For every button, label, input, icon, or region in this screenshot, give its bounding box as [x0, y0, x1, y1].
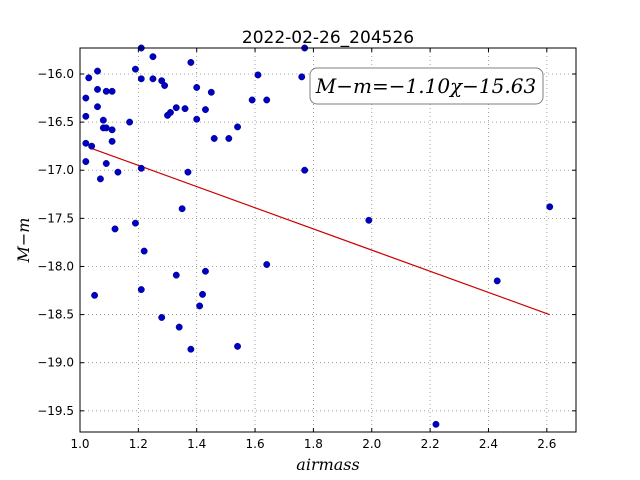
data-point: [131, 219, 139, 227]
y-tick-labels: −16.0 −16.5 −17.0 −17.5 −18.0 −18.5 −19.0 −19.5: [37, 67, 74, 418]
data-point: [184, 168, 192, 176]
data-point: [94, 103, 101, 111]
data-point: [111, 225, 119, 233]
data-point: [178, 205, 186, 213]
y-tick-label: −18.0: [37, 259, 74, 273]
data-point: [82, 158, 90, 166]
data-point: [298, 73, 306, 81]
x-tick-label: 2.4: [479, 437, 498, 451]
data-point: [149, 75, 157, 83]
y-axis-label: M−m: [14, 218, 33, 264]
data-point: [365, 216, 373, 224]
x-tick-label: 1.2: [129, 437, 148, 451]
fit-annotation: M−m=−1.10χ−15.63: [309, 67, 544, 105]
data-point: [172, 104, 180, 112]
data-point: [181, 105, 189, 113]
data-point: [108, 137, 116, 145]
data-point: [137, 164, 145, 172]
data-point: [546, 203, 554, 211]
y-tick-label: −17.0: [37, 163, 74, 177]
data-point: [99, 116, 107, 124]
y-tick-label: −18.5: [37, 308, 74, 322]
plot-frame: [79, 47, 577, 433]
data-points: [82, 44, 554, 428]
data-point: [96, 175, 104, 183]
fit-line-layer: [88, 146, 550, 316]
data-point: [196, 302, 204, 310]
data-point: [263, 261, 271, 268]
fit-line: [88, 146, 550, 316]
data-point: [99, 124, 107, 132]
chart-title: 2022-02-26_204526: [242, 28, 414, 48]
data-point: [254, 71, 262, 79]
x-tick-label: 1.4: [187, 437, 206, 451]
data-point: [137, 286, 145, 294]
data-point: [202, 106, 209, 114]
data-point: [85, 74, 93, 82]
data-point: [207, 88, 215, 96]
data-point: [193, 84, 201, 91]
data-point: [94, 67, 101, 75]
data-point: [301, 166, 309, 174]
data-point: [193, 115, 201, 123]
data-point: [108, 126, 116, 134]
data-point: [199, 290, 206, 298]
data-point: [175, 323, 183, 331]
data-point: [102, 160, 110, 167]
x-tick-label: 2.2: [421, 437, 440, 451]
data-point: [108, 87, 116, 95]
y-tick-label: −19.0: [37, 356, 74, 370]
x-tick-label: 1.8: [304, 437, 323, 451]
x-tick-label: 2.0: [362, 437, 381, 451]
x-tick-label: 1.0: [70, 437, 89, 451]
fit-equation: M−m=−1.10χ−15.63: [315, 74, 536, 98]
data-point: [149, 53, 157, 61]
data-point: [210, 135, 218, 142]
data-point: [234, 123, 242, 131]
data-point: [263, 96, 271, 104]
data-point: [432, 420, 440, 428]
x-tick-label: 1.6: [246, 437, 265, 451]
data-point: [82, 139, 90, 147]
y-tick-label: −19.5: [37, 404, 74, 418]
data-point: [493, 277, 501, 285]
data-point: [161, 82, 169, 89]
data-point: [126, 118, 134, 126]
y-tick-label: −16.0: [37, 67, 74, 81]
data-point: [94, 85, 101, 93]
data-point: [91, 291, 99, 299]
annotation-box: [309, 67, 544, 105]
data-point: [114, 168, 122, 176]
data-point: [88, 142, 96, 150]
data-point: [234, 342, 242, 350]
data-point: [140, 247, 148, 255]
data-point: [202, 267, 209, 275]
data-point: [248, 96, 256, 104]
y-tick-label: −16.5: [37, 115, 74, 129]
data-point: [137, 75, 145, 83]
data-point: [172, 271, 180, 279]
y-tick-label: −17.5: [37, 211, 74, 225]
data-point: [131, 65, 139, 73]
data-point: [187, 58, 195, 66]
axis-ticks: [79, 48, 576, 432]
data-point: [82, 112, 90, 120]
data-point: [225, 135, 233, 142]
data-point: [187, 345, 195, 353]
grid: [79, 48, 576, 432]
x-tick-label: 2.6: [537, 437, 556, 451]
data-point: [164, 111, 171, 119]
data-point: [158, 314, 166, 321]
data-point: [82, 94, 90, 102]
data-point: [102, 87, 110, 95]
x-tick-labels: 1.0 1.2 1.4 1.6 1.8 2.0 2.2 2.4 2.6: [70, 437, 556, 451]
x-axis-label: airmass: [296, 455, 359, 474]
